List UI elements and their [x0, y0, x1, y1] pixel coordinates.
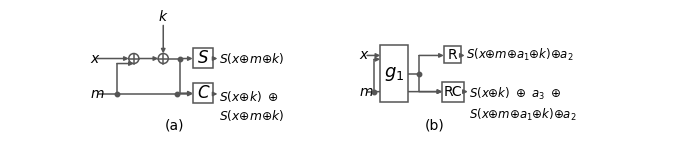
- Text: $S(x{\oplus}m{\oplus}k)$: $S(x{\oplus}m{\oplus}k)$: [219, 51, 284, 66]
- Text: R: R: [447, 48, 457, 62]
- Bar: [444, 46, 461, 63]
- Text: (a): (a): [165, 118, 185, 132]
- Text: $x$: $x$: [359, 49, 370, 62]
- Text: $S(x{\oplus}k)\ \oplus$
$S(x{\oplus}m{\oplus}k)$: $S(x{\oplus}k)\ \oplus$ $S(x{\oplus}m{\o…: [219, 89, 284, 123]
- Text: C: C: [197, 84, 209, 102]
- Text: $S(x{\oplus}k)\ \oplus\ a_3\ \oplus$
$S(x{\oplus}m{\oplus}a_1{\oplus}k){\oplus}a: $S(x{\oplus}k)\ \oplus\ a_3\ \oplus$ $S(…: [469, 86, 577, 123]
- Bar: [380, 45, 408, 102]
- Text: $m$: $m$: [359, 85, 374, 99]
- Text: $g_1$: $g_1$: [384, 65, 404, 83]
- Text: S: S: [198, 49, 208, 67]
- Text: RC: RC: [444, 85, 462, 99]
- Bar: [193, 48, 213, 68]
- Text: $m$: $m$: [90, 87, 104, 101]
- Bar: [442, 82, 464, 102]
- Text: (b): (b): [425, 118, 445, 132]
- Text: $x$: $x$: [90, 52, 100, 65]
- Bar: [193, 83, 213, 103]
- Text: $S(x{\oplus}m{\oplus}a_1{\oplus}k){\oplus}a_2$: $S(x{\oplus}m{\oplus}a_1{\oplus}k){\oplu…: [466, 47, 574, 63]
- Text: $k$: $k$: [158, 9, 169, 24]
